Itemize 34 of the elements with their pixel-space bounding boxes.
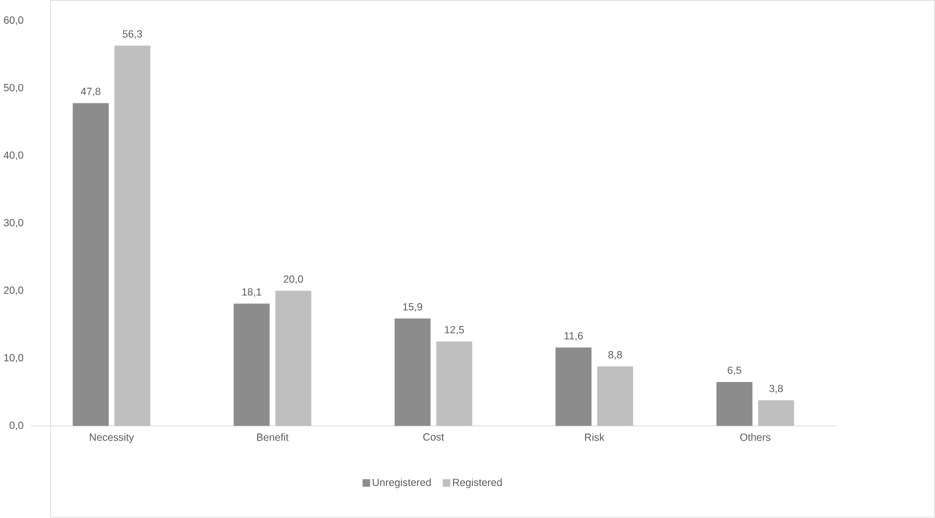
data-label: 3,8 — [769, 385, 783, 394]
x-tick-label: Benefit — [257, 434, 289, 442]
bar — [597, 366, 634, 426]
x-tick-label: Necessity — [90, 434, 134, 444]
data-label: 47,8 — [80, 88, 100, 96]
bar — [556, 348, 592, 426]
legend-label: Unregistered — [372, 478, 431, 488]
data-label: 8,8 — [608, 351, 622, 360]
data-label: 11,6 — [564, 332, 583, 341]
bar — [758, 400, 794, 426]
y-tick-label: 40,0 — [4, 152, 24, 160]
y-tick-label: 60,0 — [4, 16, 24, 26]
data-label: 15,9 — [403, 303, 422, 312]
y-tick-label: 50,0 — [4, 84, 24, 93]
x-tick-label: Cost — [423, 434, 444, 441]
x-tick-label: Risk — [585, 434, 604, 442]
bar — [716, 382, 752, 426]
y-tick-label: 20,0 — [4, 286, 24, 296]
bar — [275, 291, 312, 426]
data-label: 12,5 — [444, 326, 464, 335]
y-tick-label: 0,0 — [10, 422, 24, 430]
bar — [394, 318, 431, 426]
legend-label: Registered — [453, 478, 502, 488]
data-label: 18,1 — [242, 288, 262, 298]
x-tick-label: Others — [740, 434, 770, 442]
data-label: 56,3 — [122, 30, 142, 40]
bar — [234, 304, 270, 426]
data-label: 6,5 — [728, 366, 742, 376]
bar — [72, 103, 109, 426]
y-tick-label: 10,0 — [4, 354, 24, 363]
bar — [114, 46, 150, 426]
bar — [436, 342, 472, 426]
data-label: 20,0 — [284, 276, 303, 284]
y-tick-label: 30,0 — [4, 219, 24, 228]
